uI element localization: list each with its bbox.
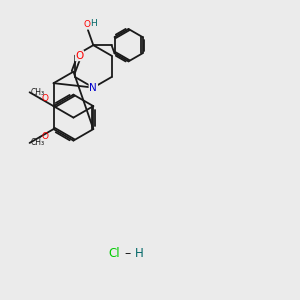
Text: O: O xyxy=(83,20,91,29)
Text: H: H xyxy=(134,247,143,260)
Text: O: O xyxy=(75,51,83,61)
Text: N: N xyxy=(89,82,97,93)
Text: –: – xyxy=(124,247,130,260)
Text: CH₃: CH₃ xyxy=(31,138,45,147)
Text: CH₃: CH₃ xyxy=(31,88,45,97)
Text: Cl: Cl xyxy=(109,247,121,260)
Text: H: H xyxy=(90,19,97,28)
Text: O: O xyxy=(42,94,49,103)
Text: O: O xyxy=(42,132,49,141)
